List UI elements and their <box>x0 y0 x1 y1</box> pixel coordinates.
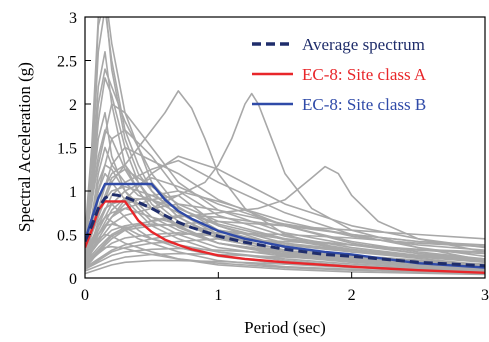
record-spectrum-line <box>85 103 485 260</box>
records-layer <box>85 17 485 276</box>
record-spectrum-line <box>85 77 485 271</box>
y-axis-title: Spectral Acceleration (g) <box>15 62 34 232</box>
site-class-a-line <box>85 200 485 274</box>
record-spectrum-line <box>85 252 485 272</box>
y-tick-label: 0.5 <box>57 228 77 245</box>
record-spectrum-line <box>85 165 485 262</box>
legend: Average spectrum EC-8: Site class A EC-8: … <box>252 35 427 114</box>
record-spectrum-line <box>85 155 485 253</box>
x-tick-label: 0 <box>81 287 89 304</box>
x-axis: 0 1 2 3 <box>81 272 489 304</box>
record-spectrum-line <box>85 220 485 266</box>
y-tick-label: 3 <box>69 10 77 27</box>
record-spectrum-line <box>85 214 485 265</box>
x-tick-label: 1 <box>214 287 222 304</box>
x-tick-label: 2 <box>348 287 356 304</box>
record-spectrum-line <box>85 92 485 262</box>
record-spectrum-line <box>85 223 485 263</box>
y-tick-label: 2.5 <box>57 54 77 71</box>
legend-label: Average spectrum <box>302 35 425 54</box>
y-tick-label: 0 <box>69 271 77 288</box>
legend-site-class-b: EC-8: Site class B <box>252 95 426 114</box>
series-layer <box>85 182 485 274</box>
record-spectrum-line <box>85 177 485 260</box>
site-class-b-line <box>85 182 485 269</box>
y-tick-label: 1.5 <box>57 141 77 158</box>
average-spectrum-line <box>85 193 485 268</box>
legend-site-class-a: EC-8: Site class A <box>252 65 427 84</box>
record-spectrum-line <box>85 197 485 264</box>
legend-label: EC-8: Site class B <box>302 95 426 114</box>
x-axis-title: Period (sec) <box>244 318 326 337</box>
legend-average-spectrum: Average spectrum <box>252 35 425 54</box>
record-spectrum-line <box>85 90 485 266</box>
y-axis: 0 0.5 1 1.5 2 2.5 3 <box>57 10 91 288</box>
y-tick-label: 1 <box>69 184 77 201</box>
record-spectrum-line <box>85 190 485 262</box>
y-tick-label: 2 <box>69 97 77 114</box>
x-tick-label: 3 <box>481 287 489 304</box>
legend-label: EC-8: Site class A <box>302 65 427 84</box>
